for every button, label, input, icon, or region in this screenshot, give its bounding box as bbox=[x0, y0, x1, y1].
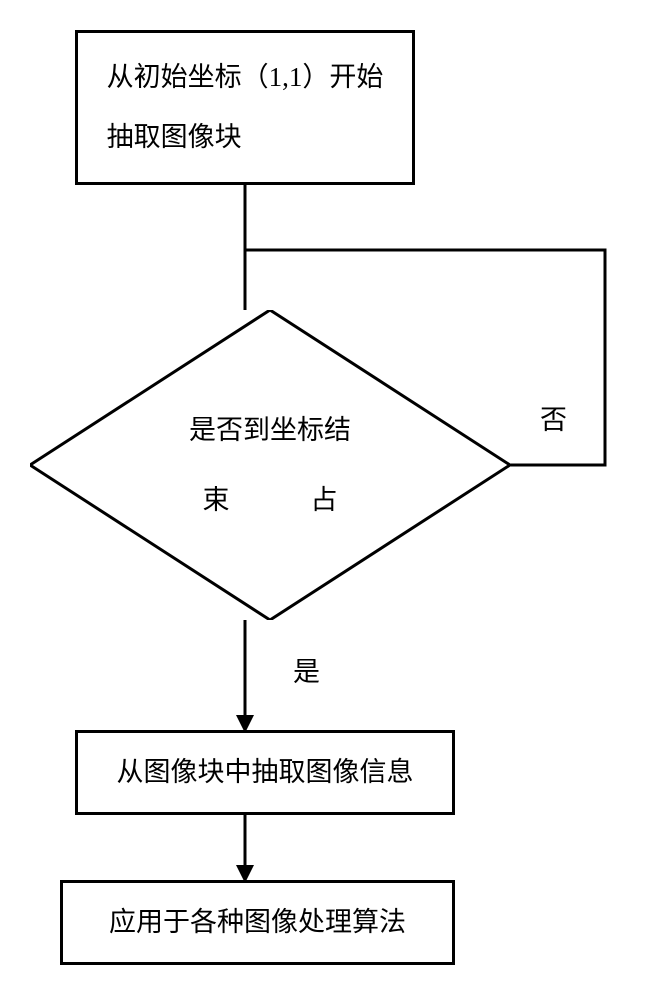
node-apply-text: 应用于各种图像处理算法 bbox=[109, 893, 406, 952]
label-no: 否 bbox=[540, 398, 567, 437]
node-start-line1: 从初始坐标（1,1）开始 bbox=[107, 48, 384, 107]
node-apply: 应用于各种图像处理算法 bbox=[60, 880, 455, 965]
node-decision-text: 是否到坐标结 束 占 bbox=[30, 310, 510, 620]
node-extract-text: 从图像块中抽取图像信息 bbox=[117, 743, 414, 802]
node-decision: 是否到坐标结 束 占 bbox=[30, 310, 510, 620]
node-start-line2: 抽取图像块 bbox=[107, 108, 384, 167]
node-start: 从初始坐标（1,1）开始 抽取图像块 bbox=[75, 30, 415, 185]
label-yes: 是 bbox=[293, 650, 320, 689]
node-start-text: 从初始坐标（1,1）开始 抽取图像块 bbox=[107, 48, 384, 167]
node-extract: 从图像块中抽取图像信息 bbox=[75, 730, 455, 815]
node-decision-line2: 束 占 bbox=[203, 465, 338, 535]
node-decision-line1: 是否到坐标结 bbox=[189, 395, 351, 465]
